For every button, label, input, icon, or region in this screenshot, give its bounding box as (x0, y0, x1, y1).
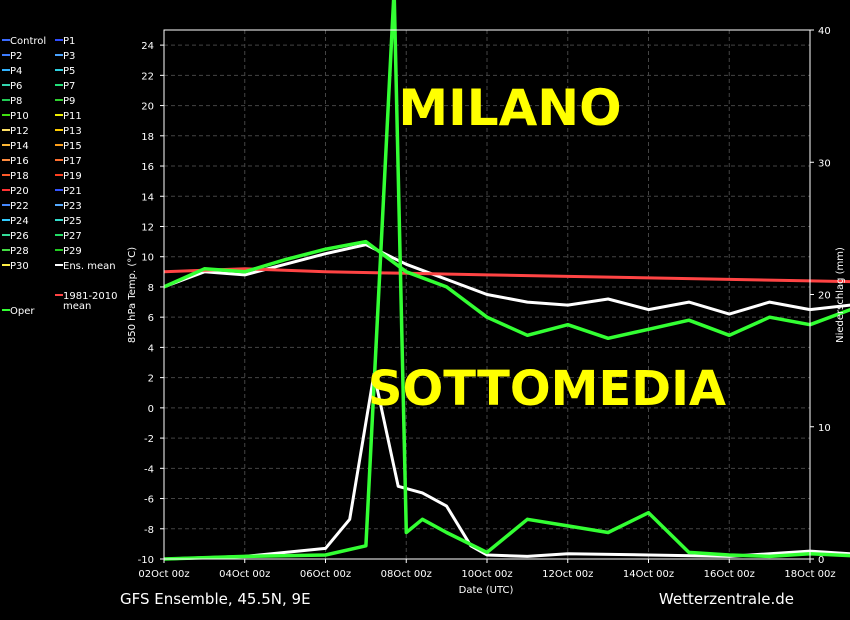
legend-label: P18 (10, 171, 29, 182)
y-tick-label: 22 (141, 71, 154, 82)
y-tick-label: 6 (148, 313, 154, 324)
legend-label: P12 (10, 126, 29, 137)
legend: Control P1 P2 P3 P4 P5 P6 P7 P8 P9 P10 P11 P12 P13 P14… (2, 36, 118, 317)
legend-label: P2 (10, 51, 22, 62)
legend-label: P3 (63, 51, 75, 62)
legend-label: P9 (63, 96, 75, 107)
y-tick-label: 8 (148, 283, 154, 294)
legend-label: P25 (63, 216, 82, 227)
legend-label: P1 (63, 36, 75, 47)
legend-label: P27 (63, 231, 82, 242)
overlay-milano: MILANO (398, 79, 621, 137)
legend-label: P28 (10, 246, 29, 257)
y2-tick-label: 30 (818, 158, 831, 169)
y-tick-label: 10 (141, 253, 154, 264)
legend-label: P29 (63, 246, 82, 257)
y-tick-label: -10 (138, 555, 154, 566)
legend-label: P5 (63, 66, 75, 77)
y-tick-label: 16 (141, 162, 154, 173)
legend-label: P26 (10, 231, 29, 242)
legend-label: P23 (63, 201, 82, 212)
legend-label: P24 (10, 216, 29, 227)
series-line (163, 239, 850, 341)
series-line (163, 0, 850, 561)
legend-label: P13 (63, 126, 82, 137)
y-axis-label: 850 hPa Temp. (°C) (127, 247, 138, 343)
chart-title: Milan (IT) 850 hPa Temp. & Niederschlag … (172, 3, 699, 22)
y-tick-label: 4 (148, 343, 154, 354)
x-tick-label: 14Oct 00z (623, 569, 674, 580)
y-tick-label: -4 (144, 464, 154, 475)
legend-label: P10 (10, 111, 29, 122)
legend-label: P21 (63, 186, 82, 197)
series-line (163, 267, 850, 284)
x-tick-label: 10Oct 00z (461, 569, 512, 580)
legend-label: P14 (10, 141, 29, 152)
legend-label: P20 (10, 186, 29, 197)
legend-label: P22 (10, 201, 29, 212)
x-tick-label: 12Oct 00z (542, 569, 593, 580)
legend-label: Ens. mean (63, 261, 116, 272)
footer-source: Wetterzentrale.de (659, 590, 794, 608)
y-tick-label: -6 (144, 495, 154, 506)
legend-label: P17 (63, 156, 82, 167)
legend-label: P11 (63, 111, 82, 122)
legend-label: Oper (10, 306, 35, 317)
y2-tick-label: 20 (818, 291, 831, 302)
y-tick-label: 2 (148, 374, 154, 385)
x-tick-label: 16Oct 00z (704, 569, 755, 580)
y-tick-label: -8 (144, 525, 154, 536)
x-tick-label: 18Oct 00z (784, 569, 835, 580)
legend-label: P15 (63, 141, 82, 152)
y-tick-label: 20 (141, 102, 154, 113)
x-tick-label: 06Oct 00z (300, 569, 351, 580)
series-line (163, 372, 850, 561)
y2-tick-label: 0 (818, 555, 824, 566)
legend-label: P7 (63, 81, 75, 92)
x-tick-label: 08Oct 00z (381, 569, 432, 580)
plot-area: -10-8-6-4-202468101214161820222401020304… (138, 0, 850, 580)
y-tick-label: 12 (141, 222, 154, 233)
footer-model-info: GFS Ensemble, 45.5N, 9E (120, 590, 311, 608)
legend-label: P16 (10, 156, 29, 167)
legend-label: P30 (10, 261, 29, 272)
y-tick-label: -2 (144, 434, 154, 445)
legend-label: P19 (63, 171, 82, 182)
y2-tick-label: 10 (818, 423, 831, 434)
y-tick-label: 24 (141, 41, 154, 52)
legend-label: Control (10, 36, 46, 47)
y-tick-label: 14 (141, 192, 154, 203)
legend-label: P6 (10, 81, 22, 92)
x-tick-label: 04Oct 00z (219, 569, 270, 580)
overlay-sottomedia: SOTTOMEDIA (368, 361, 726, 417)
x-axis-label: Date (UTC) (459, 585, 514, 596)
y-tick-label: 18 (141, 132, 154, 143)
y2-axis-label: Niederschlag (mm) (835, 247, 846, 343)
legend-label: P4 (10, 66, 22, 77)
y2-tick-label: 40 (818, 26, 831, 37)
legend-label: P8 (10, 96, 22, 107)
legend-label: 1981-2010 mean (63, 291, 118, 312)
y-tick-label: 0 (148, 404, 154, 415)
x-tick-label: 02Oct 00z (138, 569, 189, 580)
